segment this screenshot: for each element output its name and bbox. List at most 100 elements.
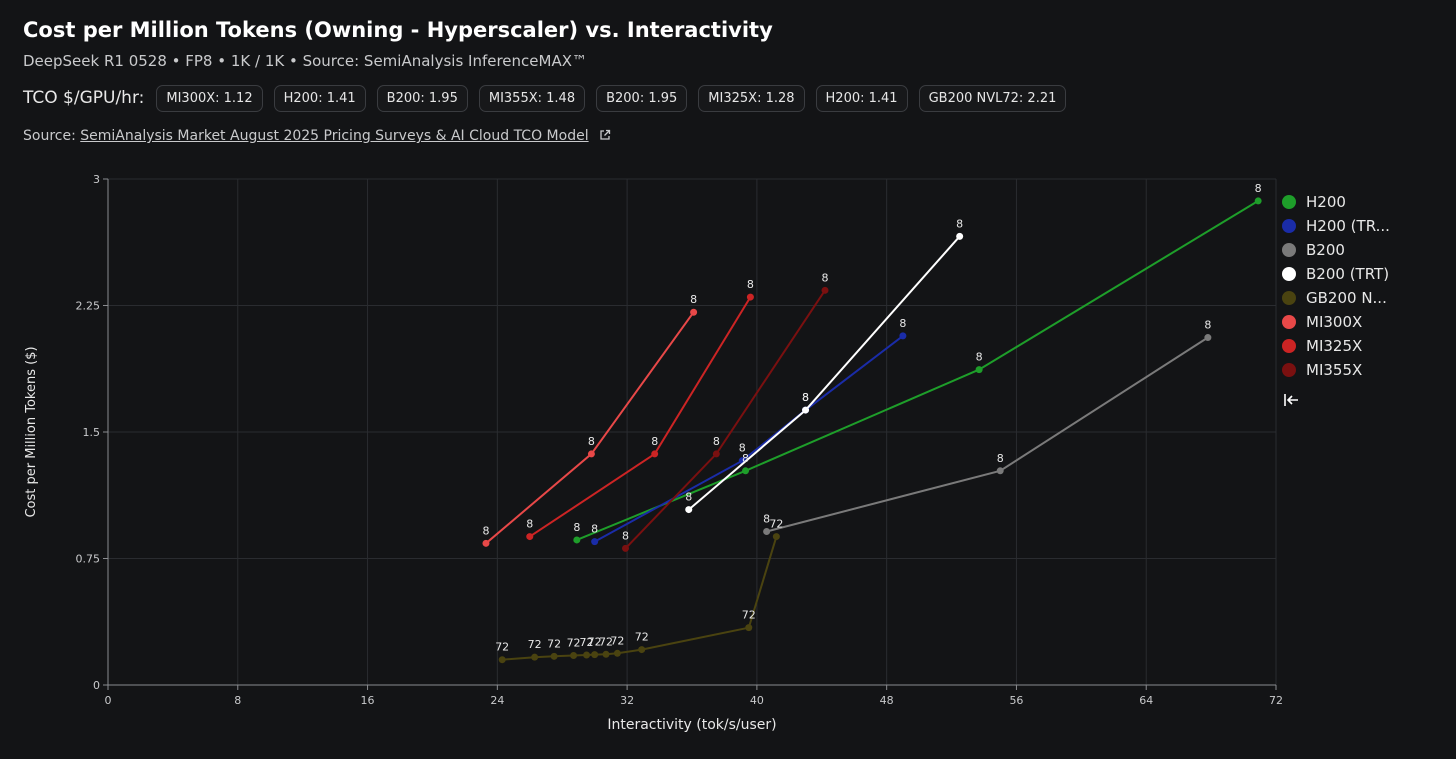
legend-item-mi355x[interactable]: MI355X xyxy=(1282,358,1390,382)
data-point-gb200-nvl72[interactable] xyxy=(531,653,539,661)
series-b200-trt xyxy=(685,232,964,514)
data-point-gb200-nvl72[interactable] xyxy=(591,651,599,659)
external-link-icon[interactable] xyxy=(599,129,611,145)
legend-item-mi325x[interactable]: MI325X xyxy=(1282,334,1390,358)
x-tick-label: 32 xyxy=(620,694,634,707)
legend-label: MI300X xyxy=(1306,313,1363,331)
data-point-h200[interactable] xyxy=(975,366,983,374)
y-axis-label: Cost per Million Tokens ($) xyxy=(24,346,39,517)
data-label: 72 xyxy=(610,634,624,647)
legend-item-mi300x[interactable]: MI300X xyxy=(1282,310,1390,334)
data-point-mi300x[interactable] xyxy=(690,308,698,316)
data-point-mi355x[interactable] xyxy=(621,544,629,552)
data-point-mi300x[interactable] xyxy=(482,539,490,547)
data-point-h200-trt[interactable] xyxy=(899,332,907,340)
tco-pill: H200: 1.41 xyxy=(815,84,908,112)
legend-swatch xyxy=(1282,339,1296,353)
series-b200 xyxy=(763,334,1212,536)
data-label: 8 xyxy=(573,521,580,534)
series-line-mi325x xyxy=(529,296,752,538)
data-label: 72 xyxy=(635,631,649,644)
data-point-gb200-nvl72[interactable] xyxy=(602,650,610,658)
data-point-mi300x[interactable] xyxy=(587,450,595,458)
data-point-gb200-nvl72[interactable] xyxy=(583,651,591,659)
legend-label: GB200 N... xyxy=(1306,289,1387,307)
data-label: 8 xyxy=(1204,319,1211,332)
legend-item-gb200-nvl72[interactable]: GB200 N... xyxy=(1282,286,1390,310)
data-point-b200-trt[interactable] xyxy=(685,506,693,514)
data-point-mi325x[interactable] xyxy=(746,293,754,301)
data-point-gb200-nvl72[interactable] xyxy=(613,649,621,657)
data-label: 8 xyxy=(742,452,749,465)
legend-item-h200-trt[interactable]: H200 (TR... xyxy=(1282,214,1390,238)
data-point-b200[interactable] xyxy=(1204,334,1212,342)
tco-pill: MI325X: 1.28 xyxy=(698,84,805,112)
data-point-mi355x[interactable] xyxy=(712,450,720,458)
series-line-b200 xyxy=(766,336,1209,533)
data-label: 8 xyxy=(763,513,770,526)
legend-label: MI355X xyxy=(1306,361,1363,379)
axes: 0 8 16 24 32 40 48 56 64 72 0 0.75 1.5 2.25 3 xyxy=(76,173,1284,707)
data-label: 8 xyxy=(899,317,906,330)
series-mi355x xyxy=(621,286,829,552)
legend-item-b200-trt[interactable]: B200 (TRT) xyxy=(1282,262,1390,286)
data-label: 8 xyxy=(588,435,595,448)
legend-label: B200 xyxy=(1306,241,1345,259)
data-label: 8 xyxy=(802,391,809,404)
x-axis-label: Interactivity (tok/s/user) xyxy=(607,717,776,733)
data-point-gb200-nvl72[interactable] xyxy=(772,533,780,541)
data-label: 8 xyxy=(997,452,1004,465)
series-line-h200-trt xyxy=(594,335,904,543)
data-label: 72 xyxy=(769,518,783,531)
data-point-gb200-nvl72[interactable] xyxy=(745,624,753,632)
data-label: 8 xyxy=(747,278,754,291)
legend-label: H200 xyxy=(1306,193,1346,211)
data-label: 8 xyxy=(976,351,983,364)
source-prefix: Source: xyxy=(23,128,76,144)
data-label: 8 xyxy=(956,217,963,230)
data-point-gb200-nvl72[interactable] xyxy=(498,656,506,664)
collapse-left-icon[interactable] xyxy=(1282,391,1302,411)
x-tick-label: 56 xyxy=(1009,694,1023,707)
data-point-b200[interactable] xyxy=(763,528,771,536)
chart-title: Cost per Million Tokens (Owning - Hypers… xyxy=(23,18,773,42)
data-point-mi355x[interactable] xyxy=(821,286,829,294)
data-point-b200[interactable] xyxy=(996,467,1004,475)
legend-item-h200[interactable]: H200 xyxy=(1282,190,1390,214)
legend-swatch xyxy=(1282,219,1296,233)
y-tick-label: 3 xyxy=(93,173,100,186)
data-point-mi325x[interactable] xyxy=(526,533,534,541)
legend-label: MI325X xyxy=(1306,337,1363,355)
data-point-gb200-nvl72[interactable] xyxy=(570,651,578,659)
data-point-b200-trt[interactable] xyxy=(956,232,964,240)
legend-item-b200[interactable]: B200 xyxy=(1282,238,1390,262)
x-tick-label: 40 xyxy=(750,694,764,707)
tco-pill: GB200 NVL72: 2.21 xyxy=(918,84,1067,112)
y-tick-label: 0 xyxy=(93,679,100,692)
tco-pill: B200: 1.95 xyxy=(376,84,468,112)
x-tick-label: 16 xyxy=(361,694,375,707)
data-point-h200[interactable] xyxy=(742,467,750,475)
data-point-gb200-nvl72[interactable] xyxy=(550,652,558,660)
data-label: 8 xyxy=(651,435,658,448)
y-tick-label: 1.5 xyxy=(83,426,101,439)
data-point-h200-trt[interactable] xyxy=(591,538,599,546)
data-label: 72 xyxy=(580,636,594,649)
data-point-mi325x[interactable] xyxy=(651,450,659,458)
data-label: 72 xyxy=(567,636,581,649)
data-point-gb200-nvl72[interactable] xyxy=(638,646,646,654)
data-label: 8 xyxy=(822,271,829,284)
data-label: 72 xyxy=(495,641,509,654)
data-point-b200-trt[interactable] xyxy=(802,406,810,414)
series-layer xyxy=(482,197,1262,664)
legend-label: H200 (TR... xyxy=(1306,217,1390,235)
data-point-h200[interactable] xyxy=(1254,197,1262,205)
data-point-h200[interactable] xyxy=(573,536,581,544)
tco-label: TCO $/GPU/hr: xyxy=(23,88,145,108)
source-link[interactable]: SemiAnalysis Market August 2025 Pricing … xyxy=(80,128,589,144)
data-label: 8 xyxy=(591,523,598,536)
data-label: 8 xyxy=(713,435,720,448)
data-label: 8 xyxy=(1255,182,1262,195)
tco-pill: H200: 1.41 xyxy=(273,84,366,112)
